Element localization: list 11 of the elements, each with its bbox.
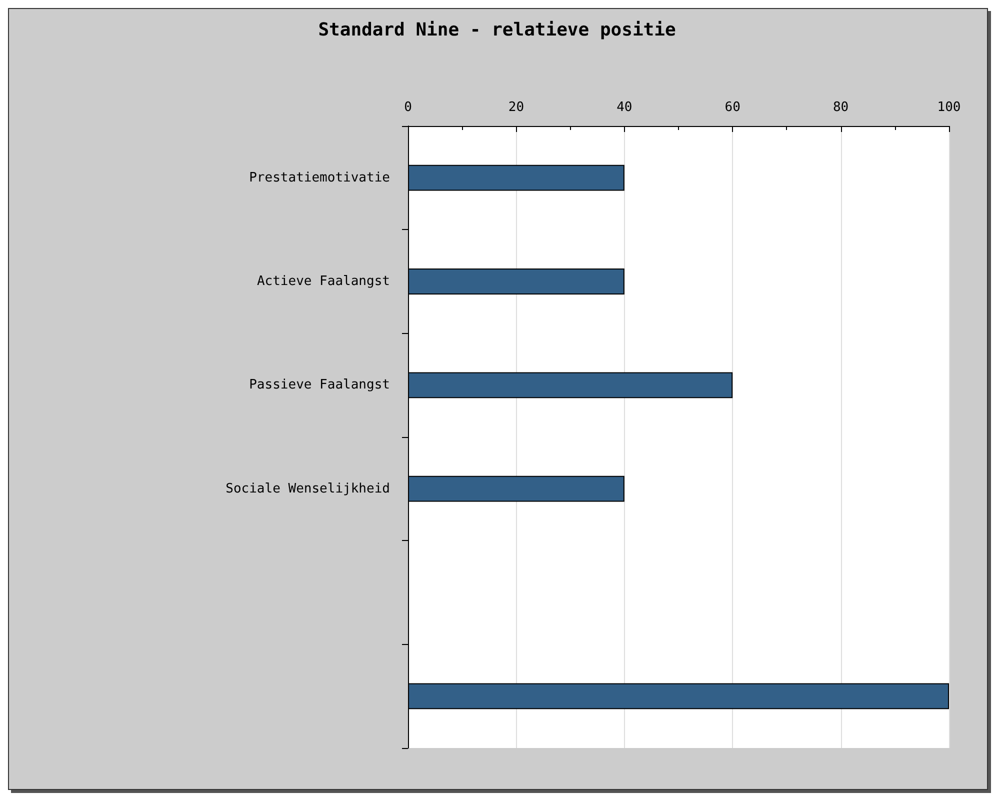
y-tick-label: Prestatiemotivatie — [249, 170, 390, 186]
y-tick-label: Sociale Wenselijkheid — [226, 481, 390, 496]
x-tick-label: 80 — [832, 100, 849, 115]
x-tick-label: 40 — [616, 100, 632, 115]
y-tick-label: Passieve Faalangst — [249, 378, 390, 393]
x-tick-label: 0 — [404, 100, 412, 115]
y-tick-label: Actieve Faalangst — [256, 274, 390, 289]
x-tick-label: 100 — [937, 100, 961, 115]
x-tick-label: 20 — [508, 100, 524, 115]
chart-title: Standard Nine - relatieve positie — [318, 20, 676, 40]
x-tick-label: 60 — [724, 100, 740, 115]
